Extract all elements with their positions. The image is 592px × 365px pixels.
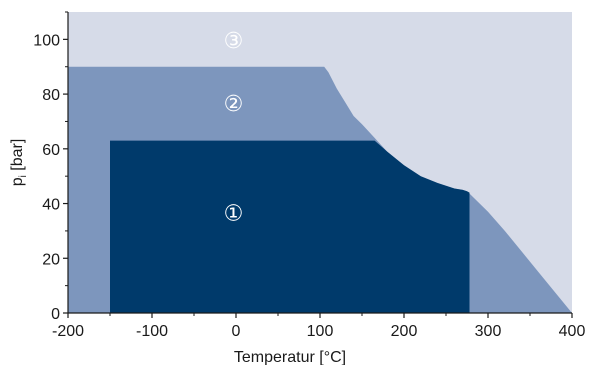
- x-tick-label: -200: [52, 323, 84, 340]
- y-tick-label: 100: [33, 32, 60, 49]
- region-label-2: ②: [224, 92, 244, 117]
- y-tick-label: 60: [42, 142, 60, 159]
- region-area-3: [110, 140, 470, 313]
- x-ticks: -200 -100 0 100 200 300 400: [52, 313, 585, 340]
- region-label-1: ③: [224, 29, 244, 54]
- y-tick-label: 40: [42, 197, 60, 214]
- x-tick-label: 0: [232, 323, 241, 340]
- y-tick-label: 80: [42, 87, 60, 104]
- y-ticks: 0 20 40 60 80 100: [33, 11, 68, 323]
- region-labels: ③ ② ①: [224, 29, 244, 226]
- x-tick-label: 400: [559, 323, 586, 340]
- x-axis-title: Temperatur [°C]: [234, 349, 346, 365]
- regions: [68, 12, 572, 313]
- region-label-3: ①: [224, 201, 244, 226]
- y-axis-title-main: p: [9, 177, 26, 186]
- y-tick-label: 0: [51, 306, 60, 323]
- x-tick-label: 200: [391, 323, 418, 340]
- y-axis-title-unit: [bar]: [9, 139, 26, 175]
- x-tick-label: 300: [475, 323, 502, 340]
- y-tick-label: 20: [42, 251, 60, 268]
- y-axis-title-subscript: i: [18, 175, 29, 177]
- x-tick-label: 100: [307, 323, 334, 340]
- y-axis-title: pi [bar]: [9, 139, 29, 187]
- x-tick-label: -100: [136, 323, 168, 340]
